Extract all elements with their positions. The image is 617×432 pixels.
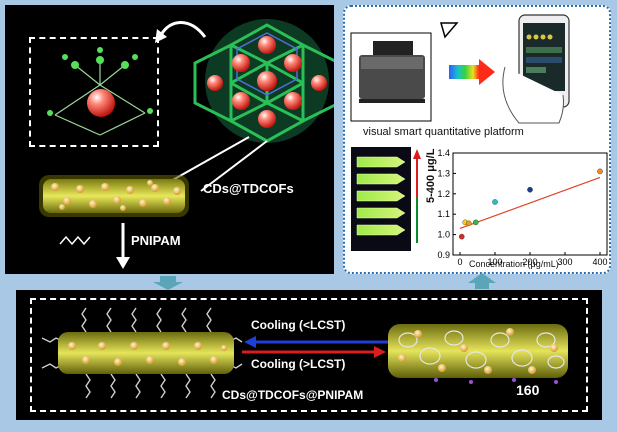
- tube-photo: [351, 147, 411, 251]
- spectrum-bar: [449, 65, 479, 79]
- fit-line: [459, 176, 601, 230]
- cof-framework: [193, 19, 334, 143]
- y-tick-label: 1.0: [437, 230, 450, 240]
- x-tick-label: 100: [487, 257, 502, 267]
- platform-title: visual smart quantitative platform: [363, 126, 524, 138]
- composite-rod: [39, 175, 189, 217]
- chart: 0 100 200 300 400 0.9 1.0 1.1 1.2 1.3 1.4: [437, 148, 607, 267]
- synthesis-panel: CDs@TDCOFs PNIPAM: [5, 5, 334, 274]
- y-tick-label: 1.2: [437, 189, 450, 199]
- synthesis-illustration: [39, 19, 334, 269]
- data-point: [597, 168, 603, 175]
- plot-frame: [452, 152, 608, 256]
- product-label: CDs@TDCOFs@PNIPAM: [222, 388, 364, 402]
- composite-label: CDs@TDCOFs: [203, 181, 294, 196]
- platform-illustration: 0 100 200 300 400 0.9 1.0 1.1 1.2 1.3 1.4: [350, 14, 608, 267]
- data-point: [527, 186, 533, 193]
- y-tick-label: 1.4: [437, 148, 450, 158]
- y-tick-label: 1.3: [437, 168, 450, 178]
- x-tick-label: 0: [457, 257, 462, 267]
- x-tick-label: 300: [557, 257, 572, 267]
- cof-unit-molecule: [47, 47, 153, 136]
- data-point: [492, 199, 498, 205]
- cof-unit-dashed-box: [29, 37, 159, 147]
- cooling-higher-label: Cooling (>LCST): [251, 357, 346, 371]
- uv-instrument: [350, 32, 432, 122]
- arrow-right-icon: [479, 59, 495, 85]
- data-point: [472, 219, 479, 226]
- page-number: 160: [516, 382, 540, 398]
- y-tick-label: 0.9: [437, 250, 450, 260]
- collapsed-chain-rod: [388, 324, 568, 384]
- data-point: [465, 220, 472, 227]
- smartphone: [502, 14, 570, 124]
- polymer-label: PNIPAM: [131, 233, 181, 248]
- thermo-dashed-box: [30, 298, 588, 412]
- eye-icon: [440, 22, 459, 39]
- thermo-illustration: [41, 307, 568, 399]
- x-tick-label: 200: [522, 257, 537, 267]
- x-axis-label: Concentration (μg/mL): [469, 259, 559, 269]
- cooling-lower-label: Cooling (<LCST): [251, 318, 346, 332]
- thermo-panel: Cooling (<LCST) Cooling (>LCST) CDs@TDCO…: [16, 290, 602, 420]
- platform-panel: 0 100 200 300 400 0.9 1.0 1.1 1.2 1.3 1.4 visual s…: [343, 5, 611, 274]
- range-label: 5-400 μg/L: [425, 148, 437, 203]
- extended-chain-rod: [41, 307, 243, 399]
- data-point: [458, 233, 465, 240]
- x-tick-label: 400: [592, 257, 607, 267]
- y-tick-label: 1.1: [437, 209, 450, 219]
